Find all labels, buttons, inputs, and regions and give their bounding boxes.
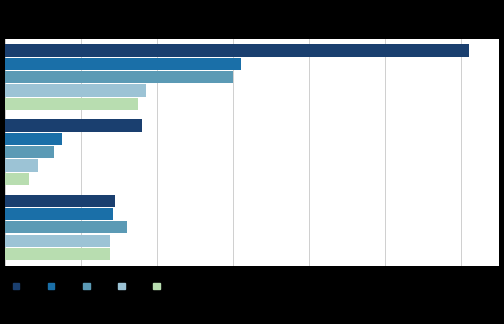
Bar: [5, 71, 233, 83]
Bar: [5, 98, 138, 110]
Bar: [5, 146, 54, 158]
Bar: [5, 173, 29, 185]
Bar: [5, 85, 146, 97]
Bar: [5, 208, 113, 220]
Bar: [5, 58, 240, 70]
Bar: [5, 194, 115, 207]
Bar: [5, 133, 62, 145]
Bar: [5, 159, 38, 172]
Bar: [5, 120, 142, 132]
Bar: [5, 221, 127, 234]
Bar: [5, 248, 110, 260]
Bar: [5, 44, 469, 57]
Legend: 2000, 2006, 2010, 2012, Muutos-%: 2000, 2006, 2010, 2012, Muutos-%: [9, 279, 208, 295]
Bar: [5, 235, 110, 247]
